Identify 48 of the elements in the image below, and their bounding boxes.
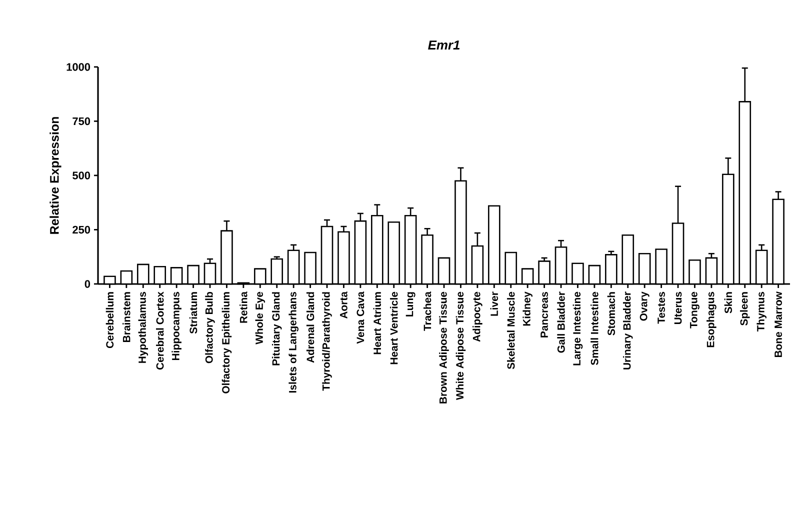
y-tick-label: 750 — [72, 117, 90, 126]
y-tick-label: 250 — [72, 226, 90, 234]
x-tick-label: Olfactory Bulb — [205, 292, 215, 364]
y-axis-title: Relative Expression — [50, 117, 62, 234]
x-tick-label: Skin — [724, 292, 732, 314]
x-tick-label: Pancreas — [540, 292, 548, 338]
x-tick-label: Urinary Bladder — [623, 292, 633, 370]
x-tick-label: Gall Bladder — [557, 292, 565, 353]
x-tick-label: Testes — [658, 292, 665, 324]
x-tick-label: Adipocyte — [472, 292, 482, 342]
x-tick-label: Heart Atrium — [373, 292, 381, 354]
x-tick-label: Uterus — [674, 292, 682, 324]
x-tick-label: Cerebellum — [106, 292, 114, 348]
x-tick-label: Stomach — [607, 292, 616, 336]
x-tick-label: Liver — [490, 292, 498, 316]
x-tick-label: Aorta — [340, 291, 348, 319]
x-tick-label: Brown Adipose Tissue — [439, 292, 449, 404]
x-tick-label: White Adipose Tissue — [456, 292, 466, 400]
y-tick-label: 500 — [72, 172, 90, 180]
x-tick-label: Pituitary Gland — [272, 292, 282, 366]
x-tick-label: Thyroid/Parathyroid — [322, 292, 332, 391]
x-tick-label: Adrenal Gland — [306, 292, 314, 363]
chart-title: Emr1 — [428, 40, 460, 50]
x-tick-label: Small Intestine — [590, 292, 598, 366]
x-tick-label: Hippocampus — [172, 292, 182, 360]
x-tick-label: Cerebral Cortex — [156, 292, 164, 370]
x-tick-label: Vena Cava — [356, 291, 364, 344]
x-tick-label: Lung — [406, 292, 416, 316]
x-tick-label: Islets of Langerhans — [288, 292, 298, 393]
x-tick-label: Whole Eye — [255, 292, 266, 344]
x-tick-label: Striatum — [189, 292, 198, 334]
x-tick-label: Ovary — [640, 292, 650, 321]
x-tick-label: Retina — [240, 291, 248, 323]
y-tick-label: 1000 — [66, 63, 90, 71]
x-tick-label: Hypothalamus — [138, 292, 148, 363]
x-tick-label: Heart Ventricle — [390, 292, 398, 364]
x-tick-label: Kidney — [522, 292, 532, 326]
x-tick-label: Trachea — [423, 291, 432, 331]
x-tick-label: Tongue — [690, 292, 700, 328]
x-tick-label: Bone Marrow — [774, 292, 782, 358]
x-tick-label: Skeletal Muscle — [507, 292, 515, 370]
x-tick-label: Large Intestine — [572, 292, 583, 366]
x-tick-label: Brainstem — [122, 292, 130, 342]
x-tick-label: Thymus — [756, 292, 766, 332]
x-tick-label: Esophagus — [706, 292, 716, 348]
x-tick-label: Olfactory Epithelium — [222, 292, 232, 394]
x-tick-label: Spleen — [740, 292, 750, 326]
y-tick-label: 0 — [84, 280, 90, 288]
